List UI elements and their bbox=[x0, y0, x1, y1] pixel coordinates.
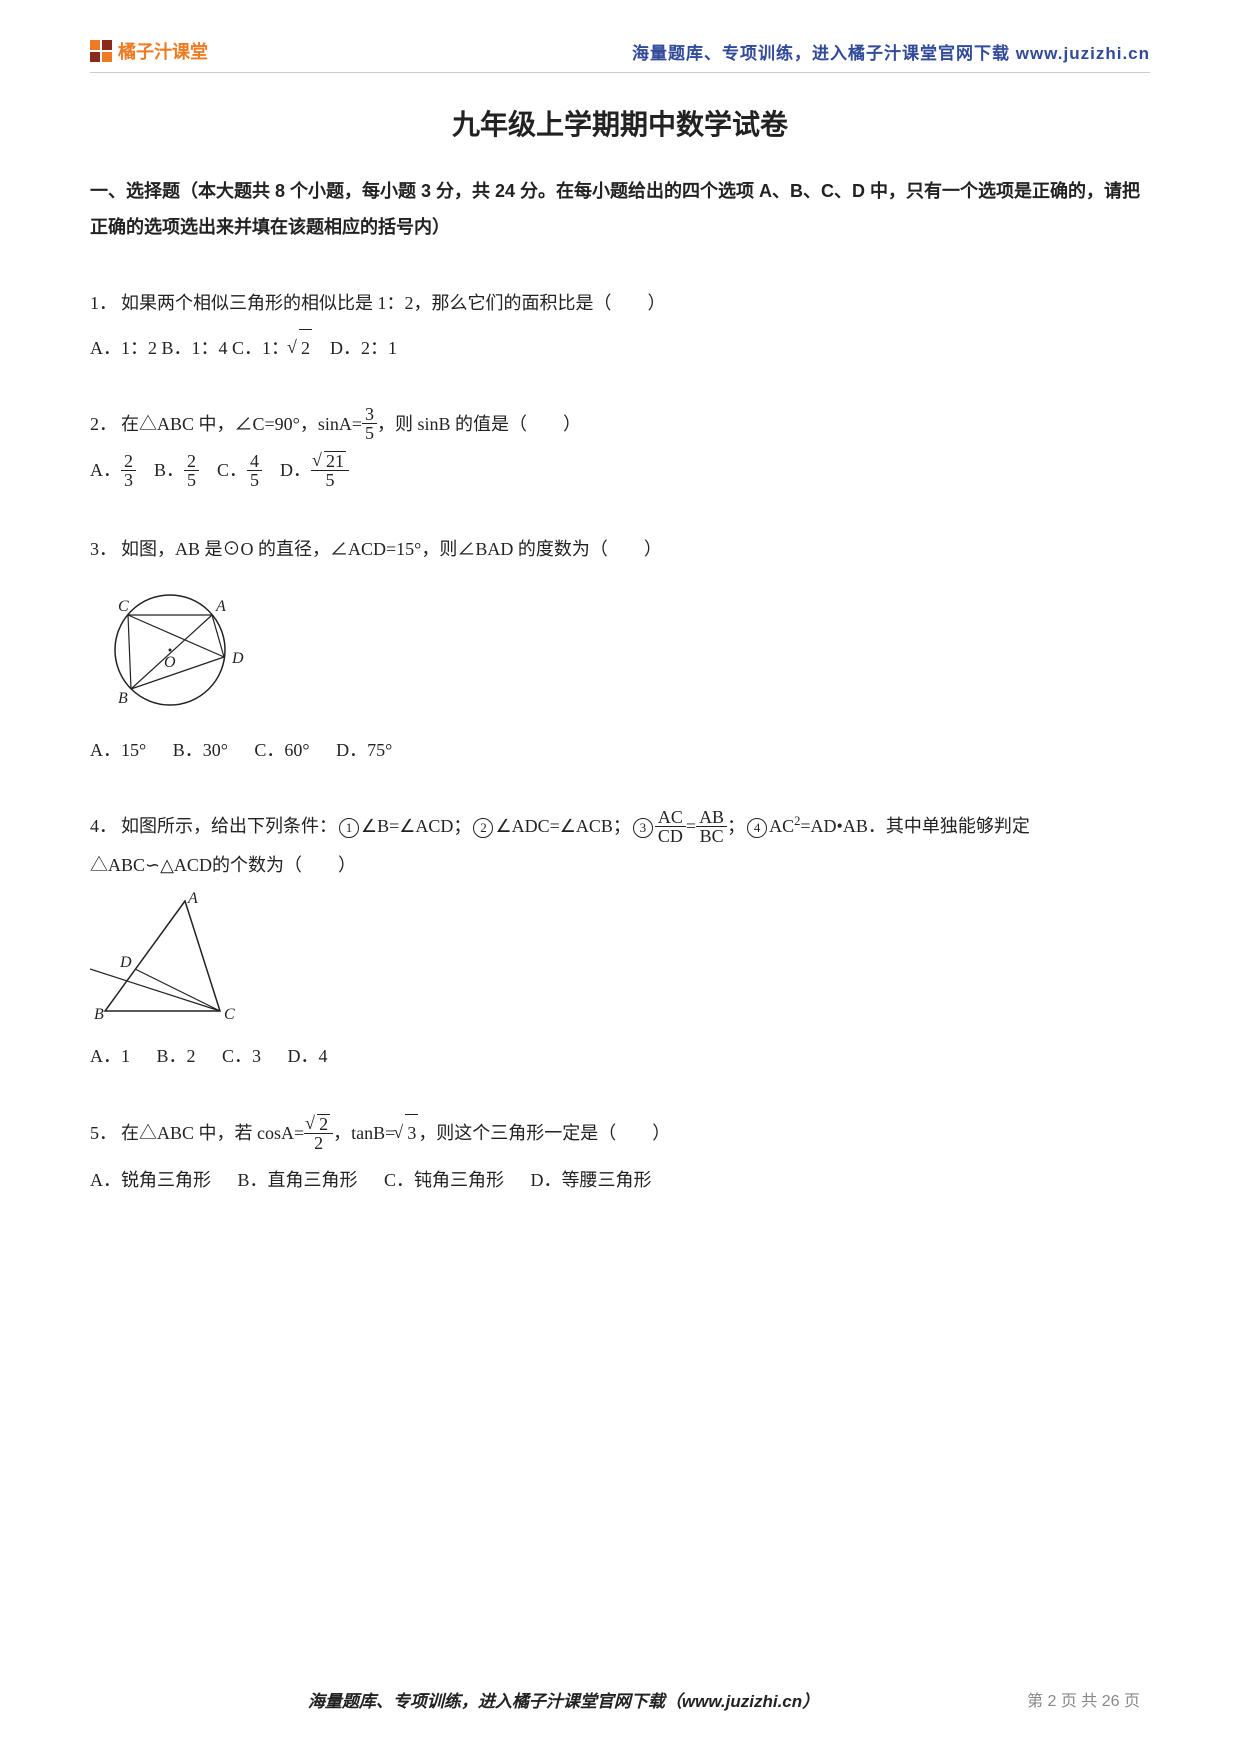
option: D．等腰三角形 bbox=[531, 1162, 652, 1198]
question-2-options: A．23 B．25 C．45 D．215 bbox=[90, 452, 1150, 491]
footer-note: 海量题库、专项训练，进入橘子汁课堂官网下载（www.juzizhi.cn） bbox=[100, 1687, 1027, 1712]
svg-text:O: O bbox=[164, 654, 176, 671]
svg-text:A: A bbox=[215, 598, 226, 615]
brand: 橘子汁课堂 bbox=[90, 38, 208, 64]
svg-text:A: A bbox=[187, 891, 198, 907]
question-4: 4．如图所示，给出下列条件：1∠B=∠ACD；2∠ADC=∠ACB；3ACCD=… bbox=[90, 808, 1150, 882]
option: D．75° bbox=[336, 732, 392, 768]
question-4-figure: A B C D bbox=[90, 891, 1150, 1036]
option: B．30° bbox=[173, 732, 228, 768]
question-3-options: A．15° B．30° C．60° D．75° bbox=[90, 732, 1150, 768]
question-2: 2．在△ABC 中，∠C=90°，sinA=35，则 sinB 的值是（ ） bbox=[90, 406, 1150, 444]
brand-logo-icon bbox=[90, 40, 112, 62]
question-number: 4． bbox=[90, 816, 117, 836]
footer-page-number: 第 2 页 共 26 页 bbox=[1027, 1687, 1140, 1712]
question-number: 2． bbox=[90, 414, 117, 434]
svg-text:C: C bbox=[224, 1006, 235, 1023]
question-text: 如图所示，给出下列条件：1∠B=∠ACD；2∠ADC=∠ACB；3ACCD=AB… bbox=[90, 816, 1030, 874]
option: A．锐角三角形 bbox=[90, 1162, 211, 1198]
footer: 海量题库、专项训练，进入橘子汁课堂官网下载（www.juzizhi.cn） 第 … bbox=[0, 1687, 1240, 1712]
option: C．钝角三角形 bbox=[384, 1162, 504, 1198]
question-text: 如图，AB 是⊙O 的直径，∠ACD=15°，则∠BAD 的度数为（ ） bbox=[121, 539, 662, 559]
header-note: 海量题库、专项训练，进入橘子汁课堂官网下载 www.juzizhi.cn bbox=[632, 39, 1150, 64]
option: A．15° bbox=[90, 732, 146, 768]
svg-text:B: B bbox=[118, 690, 128, 707]
question-number: 5． bbox=[90, 1123, 117, 1143]
svg-text:D: D bbox=[119, 954, 132, 971]
question-number: 3． bbox=[90, 539, 117, 559]
svg-text:C: C bbox=[118, 598, 129, 615]
page-container: 橘子汁课堂 海量题库、专项训练，进入橘子汁课堂官网下载 www.juzizhi.… bbox=[0, 0, 1240, 1754]
question-5: 5．在△ABC 中，若 cosA=22，tanB=3，则这个三角形一定是（ ） bbox=[90, 1114, 1150, 1154]
brand-name: 橘子汁课堂 bbox=[118, 38, 208, 64]
question-3: 3．如图，AB 是⊙O 的直径，∠ACD=15°，则∠BAD 的度数为（ ） bbox=[90, 531, 1150, 567]
question-text: 如果两个相似三角形的相似比是 1：2，那么它们的面积比是（ ） bbox=[121, 293, 666, 313]
option: B．2 bbox=[157, 1038, 196, 1074]
option: B．直角三角形 bbox=[238, 1162, 358, 1198]
section-heading: 一、选择题（本大题共 8 个小题，每小题 3 分，共 24 分。在每小题给出的四… bbox=[90, 173, 1150, 245]
question-1-options: A．1：2 B．1：4 C．1：2 D．2：1 bbox=[90, 329, 1150, 366]
option: D．4 bbox=[288, 1038, 328, 1074]
question-1: 1．如果两个相似三角形的相似比是 1：2，那么它们的面积比是（ ） bbox=[90, 285, 1150, 321]
question-5-options: A．锐角三角形 B．直角三角形 C．钝角三角形 D．等腰三角形 bbox=[90, 1162, 1150, 1198]
header-bar: 橘子汁课堂 海量题库、专项训练，进入橘子汁课堂官网下载 www.juzizhi.… bbox=[90, 38, 1150, 73]
paper-title: 九年级上学期期中数学试卷 bbox=[90, 103, 1150, 143]
question-text: 在△ABC 中，∠C=90°，sinA=35，则 sinB 的值是（ ） bbox=[121, 414, 581, 434]
question-text: 在△ABC 中，若 cosA=22，tanB=3，则这个三角形一定是（ ） bbox=[121, 1123, 670, 1143]
question-number: 1． bbox=[90, 293, 117, 313]
option: A．1 bbox=[90, 1038, 130, 1074]
svg-text:D: D bbox=[231, 650, 244, 667]
question-3-figure: C A D B O bbox=[90, 575, 1150, 730]
question-4-options: A．1 B．2 C．3 D．4 bbox=[90, 1038, 1150, 1074]
svg-text:B: B bbox=[94, 1006, 104, 1023]
option: C．3 bbox=[222, 1038, 261, 1074]
option: C．60° bbox=[254, 732, 309, 768]
